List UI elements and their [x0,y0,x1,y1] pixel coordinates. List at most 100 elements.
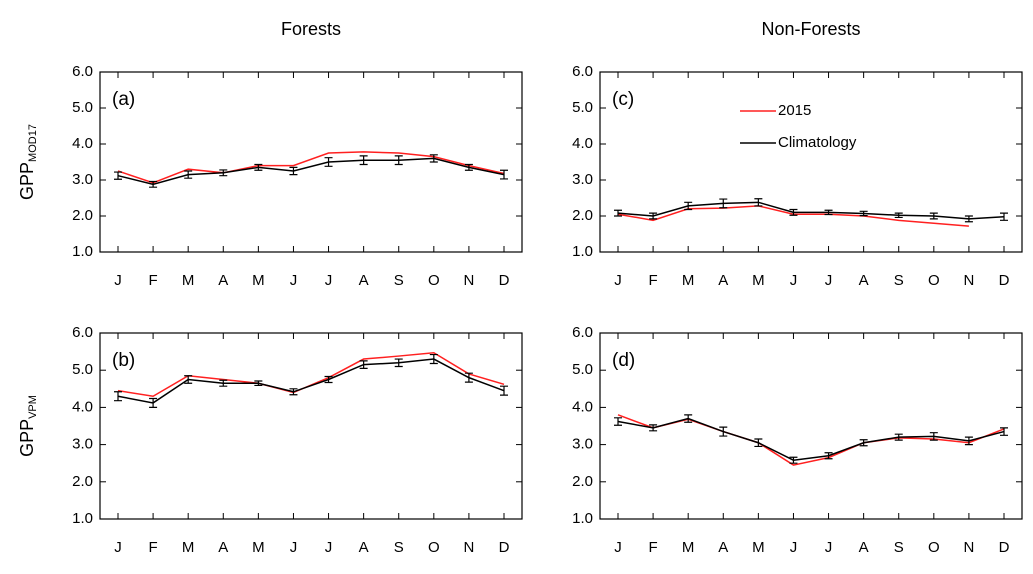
y-label-main: GPP [17,419,37,457]
x-tick-label: O [928,539,940,556]
x-tick-label: F [149,272,158,289]
error-bar [754,438,763,448]
x-tick-label: F [649,539,658,556]
y-tick-label: 5.0 [72,361,93,378]
error-bar [614,209,622,217]
error-bar [289,166,298,176]
x-tick-label: D [999,272,1010,289]
x-tick-label: M [682,272,695,289]
x-tick-label: N [963,539,974,556]
error-bar [859,210,868,217]
x-tick-label: D [499,539,510,556]
y-tick-label: 5.0 [572,99,593,116]
x-tick-label: S [894,539,904,556]
x-tick-label: O [428,272,440,289]
y-tick-label: 3.0 [572,171,593,188]
x-tick-label: F [149,539,158,556]
error-bar [789,456,798,464]
error-bar [114,171,122,180]
y-tick-label: 3.0 [72,436,93,453]
error-bar [359,155,368,166]
error-bar [184,375,193,384]
x-tick-label: J [614,272,622,289]
x-tick-label: J [290,272,298,289]
x-tick-label: S [394,272,404,289]
y-tick-label: 6.0 [72,324,93,341]
panel-label: (b) [112,350,135,371]
series-line [617,417,1005,461]
series-line [117,157,505,186]
error-bar [149,397,158,408]
error-bar [394,358,403,368]
error-bar [894,212,903,219]
x-tick-label: J [290,539,298,556]
y-tick-label: 4.0 [72,135,93,152]
error-bar [929,212,938,220]
plot-frame [599,71,1023,253]
x-tick-label: D [999,539,1010,556]
y-label-main: GPP [17,162,37,200]
x-tick-label: M [182,539,195,556]
x-tick-label: J [325,272,333,289]
error-bar [219,169,228,177]
column-title: Forests [281,19,341,39]
x-tick-label: S [894,272,904,289]
plot-frame [99,332,523,520]
x-tick-label: A [859,272,869,289]
x-tick-label: M [752,539,765,556]
error-bar [929,432,938,441]
error-bar [464,163,473,171]
y-tick-label: 3.0 [72,171,93,188]
x-tick-label: A [718,539,728,556]
x-tick-label: A [218,539,228,556]
error-bar [464,372,473,383]
x-tick-label: A [218,272,228,289]
legend-label: Climatology [778,134,857,151]
error-bar [824,209,833,216]
panel-label: (a) [112,89,135,110]
y-label-sub: VPM [27,395,39,419]
error-bar [684,414,693,423]
column-title: Non-Forests [761,19,860,39]
error-bar [324,375,333,384]
error-bar [394,155,403,166]
x-tick-label: M [182,272,195,289]
y-tick-label: 1.0 [72,243,93,260]
legend-label: 2015 [778,102,811,119]
error-bar [359,360,368,369]
error-bar [964,436,973,446]
y-tick-label: 6.0 [72,63,93,80]
error-bar [219,379,228,387]
x-tick-label: N [463,539,474,556]
y-axis-label: GPPVPM [17,395,39,457]
error-bar [184,170,193,179]
x-tick-label: O [928,272,940,289]
error-bar [254,163,263,171]
error-bar [719,426,728,437]
error-bar [894,433,903,441]
error-bar [649,212,658,220]
y-tick-label: 3.0 [572,436,593,453]
error-bar [429,154,438,163]
error-bar [429,353,438,365]
y-label-sub: MOD17 [27,124,39,162]
plot-frame [99,71,523,253]
error-bar [289,388,298,396]
x-tick-label: A [359,539,369,556]
x-tick-label: M [682,539,695,556]
error-bar [114,391,122,402]
y-tick-label: 1.0 [72,510,93,527]
x-tick-label: J [825,539,833,556]
error-bar [614,417,622,426]
x-tick-label: F [649,272,658,289]
error-bar [789,208,798,216]
y-tick-label: 2.0 [72,473,93,490]
x-tick-label: N [963,272,974,289]
series-line [117,151,505,184]
y-tick-label: 2.0 [572,207,593,224]
x-tick-label: A [859,539,869,556]
series-line [117,351,505,398]
y-tick-label: 1.0 [572,510,593,527]
x-tick-label: J [825,272,833,289]
x-tick-label: M [252,272,265,289]
